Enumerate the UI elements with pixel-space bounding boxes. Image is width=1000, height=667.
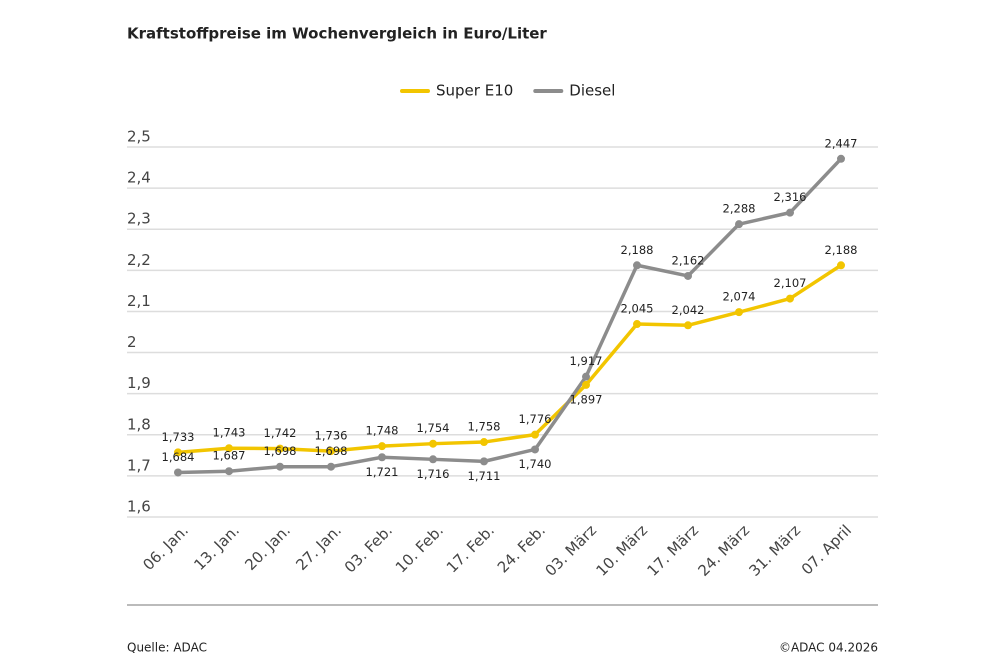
data-label: 1,711 — [468, 469, 501, 483]
data-label: 1,684 — [162, 450, 195, 464]
x-tick-label: 27. Jan. — [292, 521, 345, 574]
data-point — [378, 442, 386, 451]
data-label: 1,721 — [366, 465, 399, 479]
data-label: 1,776 — [519, 412, 552, 426]
series-line — [177, 157, 843, 475]
data-label: 1,698 — [264, 444, 297, 458]
data-label: 1,758 — [468, 420, 501, 434]
x-tick-label: 24. März — [694, 521, 753, 580]
data-label: 1,754 — [417, 421, 450, 435]
data-point — [786, 208, 794, 217]
data-point — [633, 261, 641, 270]
data-label: 1,698 — [315, 444, 348, 458]
y-tick-label: 1,9 — [127, 374, 151, 392]
data-label: 2,045 — [621, 302, 654, 316]
x-tick-label: 13. Jan. — [190, 521, 243, 574]
data-label: 2,107 — [774, 276, 807, 290]
y-tick-label: 1,7 — [127, 456, 151, 474]
data-point — [480, 438, 488, 447]
data-point — [429, 439, 437, 448]
x-tick-label: 03. Feb. — [341, 521, 396, 576]
y-tick-label: 2,3 — [127, 210, 151, 228]
data-point — [633, 320, 641, 329]
data-point — [531, 445, 539, 454]
data-label: 2,447 — [825, 136, 858, 150]
data-point — [684, 271, 692, 280]
data-label: 1,736 — [315, 429, 348, 443]
data-label: 1,740 — [519, 457, 552, 471]
x-tick-label: 31. März — [745, 521, 804, 580]
data-label: 2,074 — [723, 290, 756, 304]
data-label: 2,188 — [825, 243, 858, 257]
x-tick-label: 03. März — [541, 521, 600, 580]
x-tick-label: 07. April — [798, 521, 855, 578]
data-point — [174, 468, 182, 477]
data-label: 2,162 — [672, 253, 705, 267]
copyright: ©ADAC 04.2026 — [779, 641, 878, 655]
data-label: 1,742 — [264, 426, 297, 440]
data-point — [786, 294, 794, 303]
data-point — [174, 448, 182, 457]
legend-label: Diesel — [569, 82, 615, 100]
source: Quelle: ADAC — [127, 641, 207, 655]
series-line — [177, 263, 842, 455]
y-tick-label: 2,4 — [127, 169, 151, 187]
data-point — [837, 154, 845, 163]
data-point — [276, 444, 284, 453]
data-label: 2,316 — [774, 190, 807, 204]
legend-label: Super E10 — [436, 82, 513, 100]
data-label: 2,288 — [723, 202, 756, 216]
y-tick-label: 2,1 — [127, 292, 151, 310]
data-label: 1,716 — [417, 467, 450, 481]
y-tick-label: 1,6 — [127, 498, 151, 516]
data-point — [225, 467, 233, 476]
x-tick-label: 17. März — [643, 521, 702, 580]
data-point — [735, 220, 743, 229]
data-point — [327, 462, 335, 471]
x-tick-label: 20. Jan. — [241, 521, 294, 574]
data-point — [837, 261, 845, 270]
data-point — [327, 447, 335, 456]
data-label: 1,897 — [570, 392, 603, 406]
x-tick-label: 06. Jan. — [139, 521, 192, 574]
y-tick-label: 2,2 — [127, 251, 151, 269]
data-label: 1,743 — [213, 426, 246, 440]
data-label: 2,042 — [672, 303, 705, 317]
data-point — [276, 462, 284, 471]
data-point — [225, 444, 233, 453]
y-tick-label: 1,8 — [127, 415, 151, 433]
data-point — [582, 380, 590, 389]
data-label: 2,188 — [621, 243, 654, 257]
data-point — [684, 321, 692, 330]
data-point — [480, 457, 488, 466]
y-tick-label: 2 — [127, 333, 137, 351]
data-point — [735, 308, 743, 317]
y-tick-label: 2,5 — [127, 128, 151, 146]
chart-title: Kraftstoffpreise im Wochenvergleich in E… — [127, 25, 547, 43]
data-point — [378, 453, 386, 462]
x-tick-label: 24. Feb. — [494, 521, 549, 576]
data-point — [582, 372, 590, 381]
data-point — [429, 455, 437, 464]
data-label: 1,748 — [366, 424, 399, 438]
x-tick-label: 10. Feb. — [392, 521, 447, 576]
data-label: 1,733 — [162, 430, 195, 444]
x-tick-label: 17. Feb. — [443, 521, 498, 576]
x-tick-label: 10. März — [592, 521, 651, 580]
data-label: 1,917 — [570, 354, 603, 368]
data-label: 1,687 — [213, 449, 246, 463]
data-point — [531, 430, 539, 439]
